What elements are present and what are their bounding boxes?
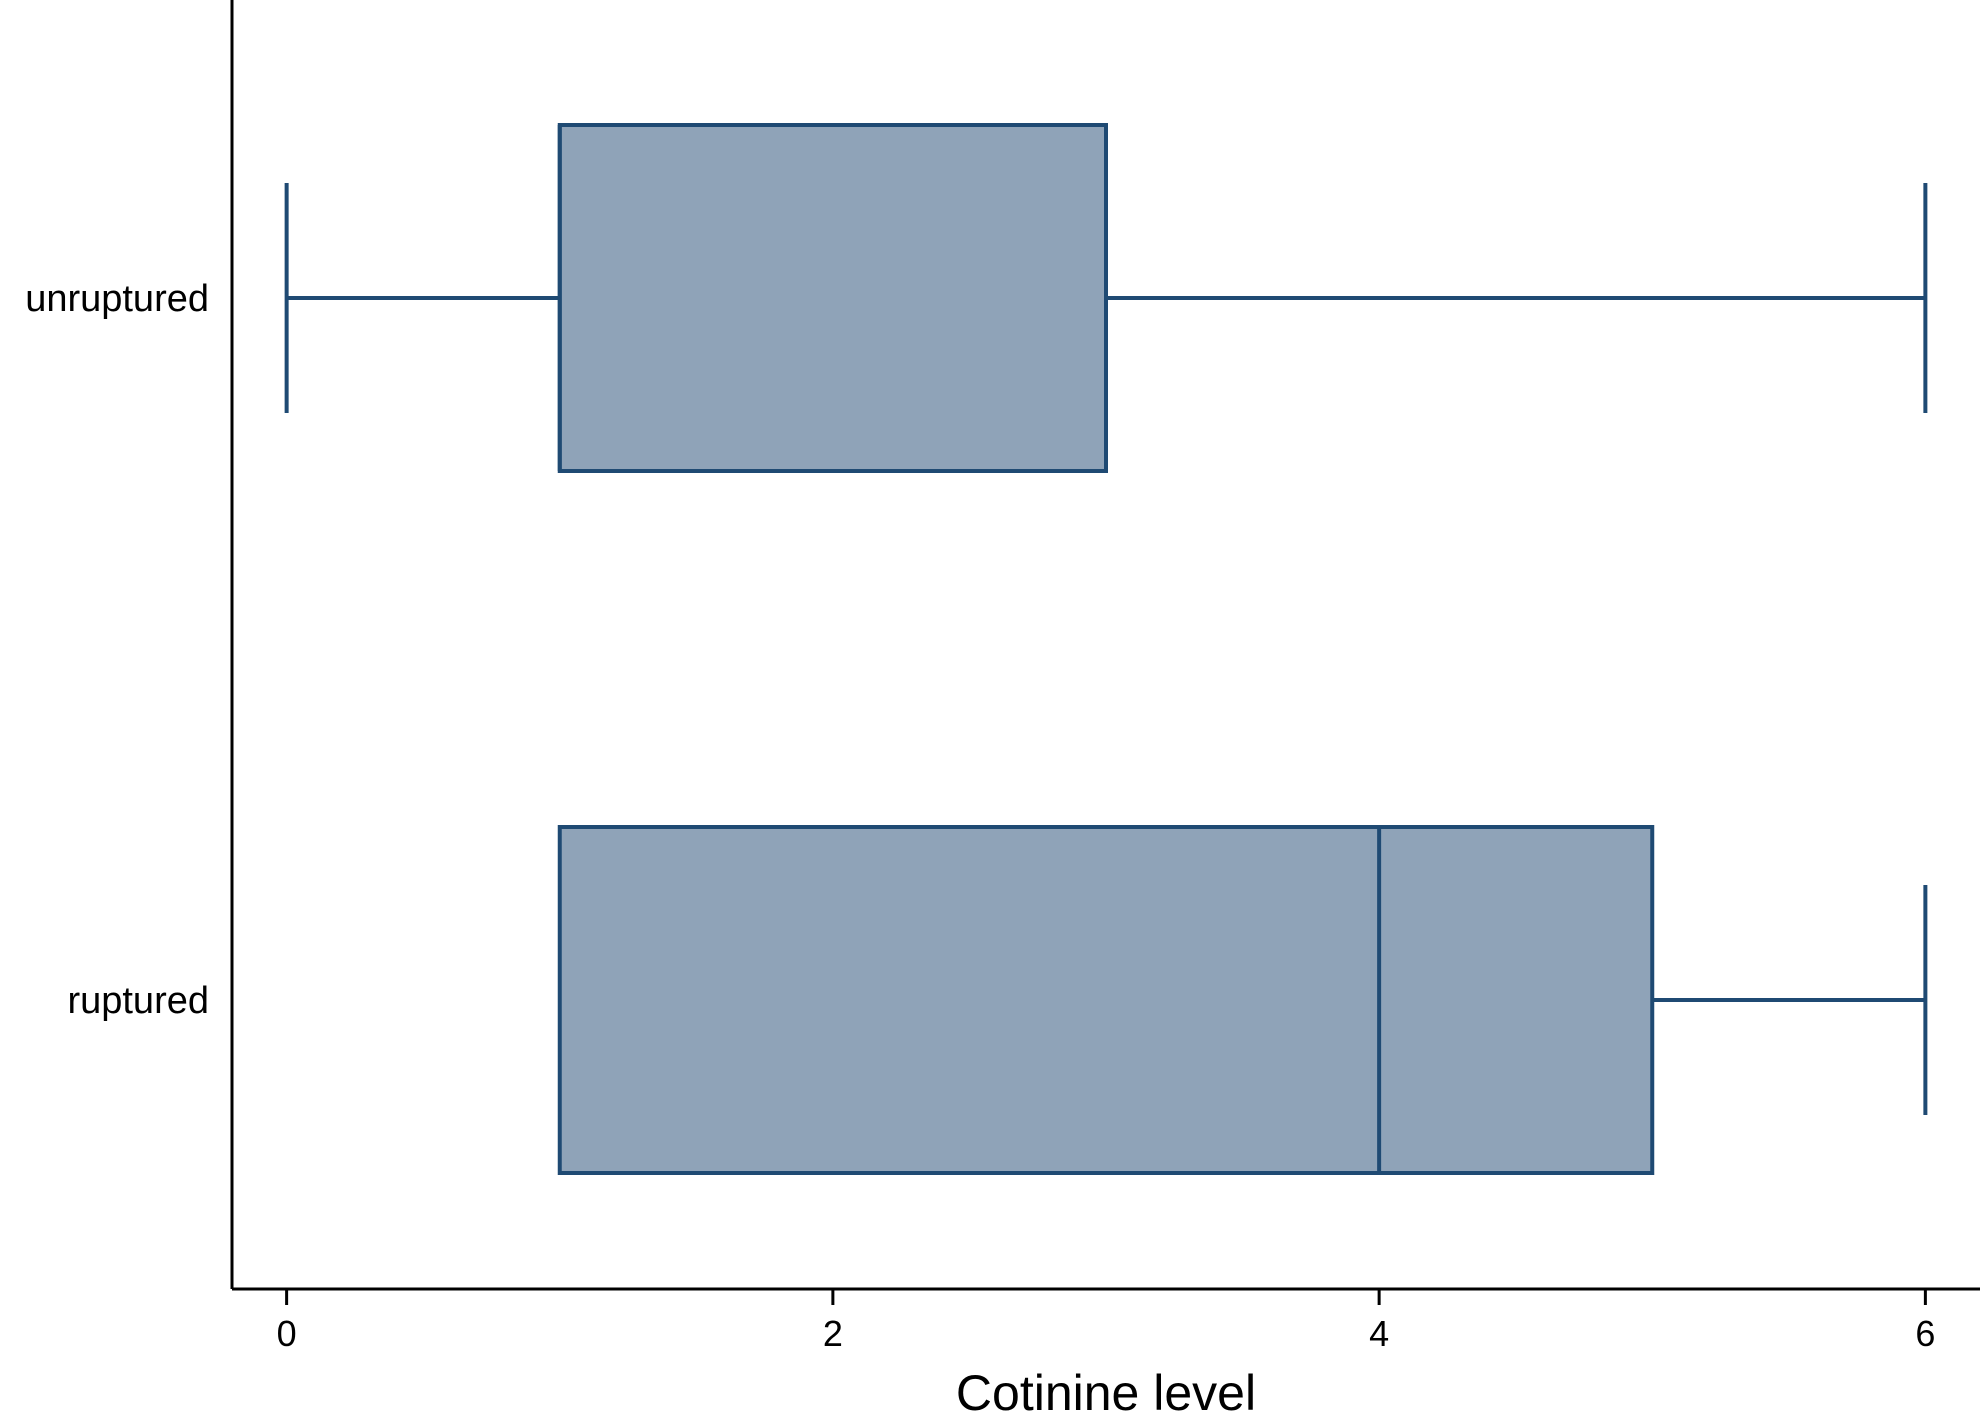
x-tick-label: 4 bbox=[1369, 1313, 1389, 1354]
x-axis-title: Cotinine level bbox=[956, 1365, 1256, 1419]
x-axis-ticks: 0 2 4 6 bbox=[277, 1289, 1935, 1354]
box-group-unruptured bbox=[284, 123, 1928, 473]
iqr-box bbox=[557, 123, 1108, 473]
category-label-unruptured: unruptured bbox=[25, 278, 209, 320]
iqr-box bbox=[557, 825, 1655, 1175]
y-axis-categories: unruptured ruptured bbox=[25, 278, 209, 1022]
plot-area bbox=[284, 123, 1928, 1175]
box-group-ruptured bbox=[557, 825, 1928, 1175]
x-tick-label: 6 bbox=[1915, 1313, 1935, 1354]
x-tick-label: 0 bbox=[277, 1313, 297, 1354]
x-tick-label: 2 bbox=[823, 1313, 843, 1354]
category-label-ruptured: ruptured bbox=[67, 980, 209, 1022]
